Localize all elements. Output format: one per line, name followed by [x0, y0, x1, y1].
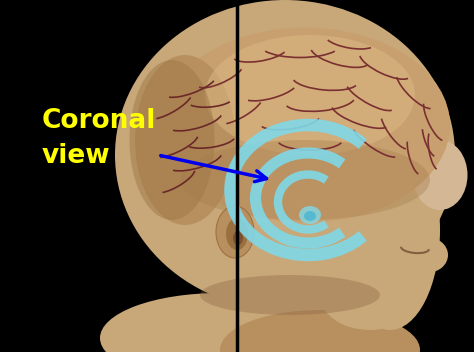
- Ellipse shape: [277, 125, 352, 179]
- Ellipse shape: [160, 27, 450, 222]
- Ellipse shape: [213, 73, 400, 207]
- Ellipse shape: [216, 206, 254, 258]
- Ellipse shape: [310, 151, 328, 165]
- Ellipse shape: [267, 117, 360, 183]
- Ellipse shape: [256, 108, 368, 188]
- Ellipse shape: [340, 130, 440, 330]
- Ellipse shape: [412, 140, 467, 210]
- Ellipse shape: [226, 218, 248, 250]
- Ellipse shape: [192, 56, 416, 216]
- Text: view: view: [42, 143, 110, 169]
- Text: Coronal: Coronal: [42, 108, 156, 134]
- Ellipse shape: [200, 275, 380, 315]
- Ellipse shape: [100, 293, 340, 352]
- Ellipse shape: [408, 238, 448, 272]
- Ellipse shape: [203, 65, 408, 211]
- Ellipse shape: [304, 211, 316, 221]
- Ellipse shape: [299, 143, 336, 169]
- Ellipse shape: [235, 91, 384, 197]
- Ellipse shape: [299, 206, 321, 224]
- Ellipse shape: [246, 99, 376, 193]
- Ellipse shape: [160, 30, 440, 230]
- Ellipse shape: [320, 260, 420, 330]
- Ellipse shape: [220, 310, 420, 352]
- Ellipse shape: [205, 35, 415, 155]
- Ellipse shape: [224, 82, 392, 202]
- Ellipse shape: [233, 231, 243, 245]
- Ellipse shape: [220, 205, 420, 335]
- Ellipse shape: [288, 134, 344, 174]
- Ellipse shape: [182, 47, 424, 221]
- Ellipse shape: [180, 140, 430, 220]
- Ellipse shape: [115, 0, 455, 310]
- Ellipse shape: [129, 60, 215, 220]
- Ellipse shape: [171, 39, 432, 225]
- Ellipse shape: [135, 55, 235, 225]
